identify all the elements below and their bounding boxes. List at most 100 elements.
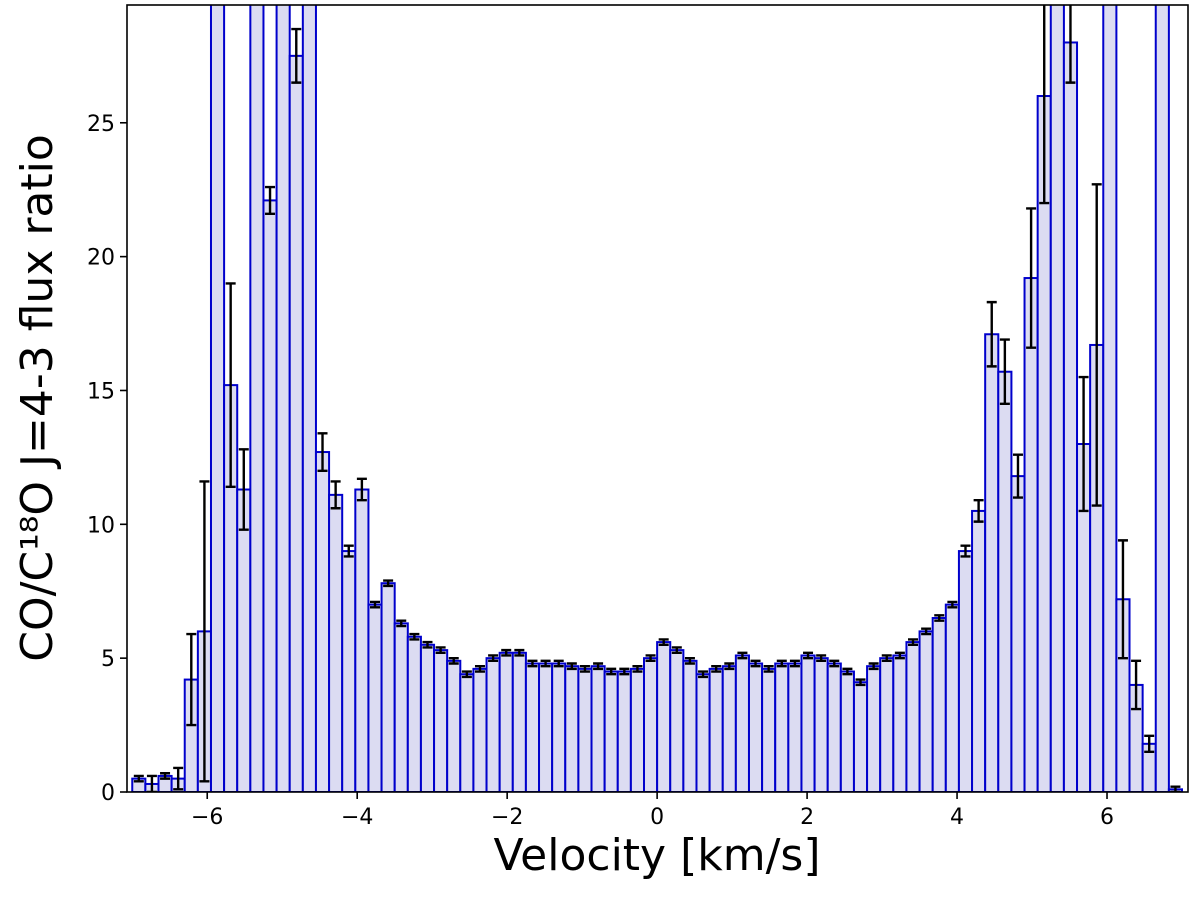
error-bar	[973, 499, 984, 523]
bar	[747, 662, 764, 792]
error-bar	[330, 480, 341, 510]
bar	[734, 654, 750, 792]
error-bar	[960, 544, 971, 558]
bar	[577, 667, 593, 792]
error-bar	[908, 638, 919, 646]
bar	[209, 5, 226, 792]
error-bar	[186, 632, 197, 727]
error-bar	[225, 282, 236, 489]
bar	[1102, 5, 1118, 792]
error-bar	[619, 667, 630, 676]
bar	[879, 657, 895, 792]
error-bar	[829, 659, 840, 668]
bar	[328, 493, 344, 792]
error-bar	[448, 656, 459, 665]
bar	[971, 509, 987, 792]
error-bar	[593, 662, 604, 671]
error-bar	[461, 670, 472, 679]
bar	[498, 651, 514, 792]
bar	[262, 199, 278, 792]
bar	[616, 670, 632, 792]
error-bar	[383, 579, 394, 588]
bar	[997, 370, 1013, 792]
error-bar	[527, 659, 538, 668]
bar	[1023, 277, 1039, 792]
bar	[367, 603, 383, 792]
error-bar	[146, 774, 157, 792]
bar	[787, 662, 803, 792]
bar	[643, 657, 659, 792]
bar	[485, 657, 501, 792]
bar	[629, 667, 646, 792]
bar	[511, 651, 527, 792]
bar	[393, 622, 409, 792]
error-bar	[934, 614, 945, 622]
error-bar	[173, 766, 184, 791]
error-bar	[789, 659, 800, 668]
bar	[446, 659, 462, 792]
bar	[918, 630, 934, 792]
bar	[459, 673, 475, 792]
error-bar	[881, 654, 892, 663]
error-bar	[317, 432, 328, 472]
y-tick-label: 25	[87, 112, 115, 137]
bar	[590, 665, 606, 792]
bar	[1062, 41, 1079, 792]
error-bar	[947, 600, 958, 609]
bar	[603, 670, 619, 792]
x-tick-label: 2	[800, 805, 814, 830]
error-bar	[999, 338, 1010, 406]
bar	[564, 665, 580, 792]
error-bar	[265, 185, 276, 215]
error-bar	[409, 632, 420, 641]
error-bar	[803, 651, 814, 660]
bar	[931, 617, 947, 792]
error-bar	[684, 656, 695, 665]
x-axis-label: Velocity [km/s]	[493, 830, 820, 881]
error-bar	[435, 646, 446, 655]
bar	[314, 451, 331, 792]
error-bar	[842, 667, 853, 676]
y-tick-label: 15	[87, 379, 115, 404]
error-bar	[737, 651, 748, 660]
bar	[301, 5, 317, 792]
bar	[669, 649, 685, 792]
x-tick-label: 4	[950, 805, 964, 830]
error-bar	[1078, 375, 1089, 513]
error-bar	[894, 651, 905, 660]
bar	[433, 649, 449, 792]
y-tick-label: 20	[87, 246, 115, 271]
bar	[380, 582, 396, 792]
bar	[249, 5, 265, 792]
error-bar	[671, 646, 682, 655]
error-bar	[133, 774, 144, 783]
bar	[852, 681, 869, 792]
plot-area	[131, 5, 1184, 792]
bar	[682, 659, 698, 792]
bar	[774, 662, 790, 792]
bar	[288, 54, 304, 792]
bar	[708, 667, 724, 792]
error-bar	[763, 664, 774, 673]
error-bar	[291, 27, 302, 84]
y-tick-label: 0	[101, 781, 115, 806]
error-bar	[750, 659, 761, 668]
error-bar	[776, 659, 787, 668]
error-bar	[868, 662, 879, 671]
bar	[236, 488, 252, 792]
error-bar	[1091, 183, 1102, 507]
x-tick-label: −2	[491, 805, 523, 830]
bar	[419, 643, 436, 792]
error-bar	[986, 300, 997, 368]
error-bar	[606, 667, 617, 676]
bar	[354, 488, 370, 792]
error-bar	[356, 477, 367, 502]
error-bar	[553, 659, 564, 668]
bar	[813, 657, 829, 792]
y-tick-label: 10	[87, 513, 115, 538]
error-bar	[855, 678, 866, 687]
error-bar	[645, 654, 656, 663]
error-bar	[579, 664, 590, 673]
x-tick-label: −4	[341, 805, 373, 830]
